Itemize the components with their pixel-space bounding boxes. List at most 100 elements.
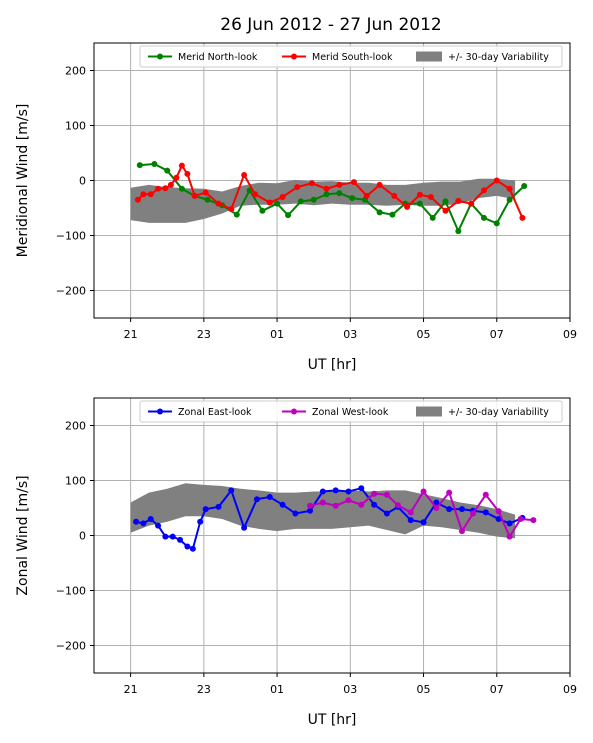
y-tick-label: 200 xyxy=(65,65,86,78)
data-point xyxy=(506,185,513,192)
data-point xyxy=(350,179,357,186)
data-point xyxy=(404,203,411,210)
data-point xyxy=(279,194,286,200)
data-point xyxy=(391,192,398,199)
data-point xyxy=(495,508,502,515)
data-point xyxy=(480,187,487,194)
data-point xyxy=(241,172,248,178)
data-point xyxy=(495,516,502,522)
data-point xyxy=(155,185,162,192)
legend-label: Merid South-look xyxy=(312,52,393,63)
data-point xyxy=(204,196,211,203)
y-tick-label: 0 xyxy=(79,530,86,543)
legend: Merid North-look Merid South-look +/- 30-d… xyxy=(139,45,563,68)
data-point xyxy=(164,167,171,174)
data-point xyxy=(266,199,273,206)
data-point xyxy=(162,185,169,192)
data-point xyxy=(376,181,383,188)
x-tick-label: 01 xyxy=(270,328,284,341)
y-tick-label: 0 xyxy=(79,175,86,188)
data-point xyxy=(178,185,185,192)
x-tick-label: 03 xyxy=(343,328,357,341)
y-tick-label: −200 xyxy=(56,285,86,298)
data-point xyxy=(228,206,235,213)
data-point xyxy=(169,533,176,540)
data-point xyxy=(151,161,158,167)
data-point xyxy=(285,212,292,219)
legend-label: +/- 30-day Variability xyxy=(448,407,549,418)
figure-title: 26 Jun 2012 - 27 Jun 2012 xyxy=(220,15,441,35)
data-point xyxy=(323,185,330,192)
legend-band-swatch xyxy=(416,406,442,417)
data-point xyxy=(446,506,453,513)
y-tick-label: −100 xyxy=(56,585,86,598)
x-tick-label: 07 xyxy=(490,683,504,696)
x-axis-label: UT [hr] xyxy=(308,357,357,373)
data-point xyxy=(482,491,489,498)
data-point xyxy=(349,195,356,202)
y-tick-label: 200 xyxy=(65,420,86,433)
data-point xyxy=(294,184,301,191)
y-axis-label: Zonal Wind [m/s] xyxy=(15,475,31,595)
data-point xyxy=(416,191,423,198)
data-point xyxy=(493,177,500,184)
data-point xyxy=(202,506,209,513)
data-point xyxy=(345,497,352,504)
data-point xyxy=(519,214,526,221)
data-point xyxy=(455,228,462,235)
data-point xyxy=(140,520,147,527)
data-point xyxy=(517,516,524,522)
data-point xyxy=(307,502,314,509)
data-point xyxy=(420,519,427,526)
data-point xyxy=(140,191,147,198)
data-point xyxy=(371,490,378,497)
x-tick-label: 09 xyxy=(563,683,577,696)
data-point xyxy=(376,209,383,216)
y-axis-label: Meridional Wind [m/s] xyxy=(15,104,31,258)
x-tick-label: 21 xyxy=(124,328,138,341)
data-point xyxy=(173,174,180,181)
x-tick-label: 03 xyxy=(343,683,357,696)
series-2 xyxy=(307,488,537,540)
data-point xyxy=(197,518,204,525)
data-point xyxy=(530,517,537,524)
x-tick-label: 07 xyxy=(490,328,504,341)
data-point xyxy=(416,200,423,207)
data-point xyxy=(233,211,240,218)
data-point xyxy=(266,494,273,500)
data-point xyxy=(433,499,440,506)
data-point xyxy=(506,196,513,203)
y-tick-label: −200 xyxy=(56,640,86,653)
data-point xyxy=(147,516,154,522)
data-point xyxy=(469,510,476,517)
data-point xyxy=(189,545,196,552)
data-point xyxy=(458,506,465,513)
data-point xyxy=(155,522,162,529)
x-tick-label: 05 xyxy=(417,683,431,696)
panel-2: 21 23 01 03 05 07 09 −200 −100 0 100 200 UT [hr] Zona… xyxy=(15,397,577,728)
data-point xyxy=(480,214,487,221)
data-point xyxy=(297,198,304,205)
data-point xyxy=(136,162,143,169)
data-point xyxy=(336,181,343,188)
data-point xyxy=(167,181,174,188)
data-point xyxy=(177,536,184,543)
data-point xyxy=(345,488,352,495)
legend-marker xyxy=(291,53,297,60)
data-point xyxy=(482,509,489,516)
data-point xyxy=(458,528,465,535)
legend-marker xyxy=(291,408,297,415)
data-point xyxy=(133,518,140,525)
data-point xyxy=(228,487,235,494)
data-point xyxy=(336,190,343,197)
data-point xyxy=(363,192,370,199)
data-point xyxy=(274,200,281,207)
data-point xyxy=(307,507,314,514)
data-point xyxy=(292,510,299,517)
data-point xyxy=(310,196,317,203)
data-point xyxy=(191,192,198,199)
data-point xyxy=(252,191,259,198)
data-point xyxy=(358,501,365,508)
variability-band xyxy=(130,178,516,223)
